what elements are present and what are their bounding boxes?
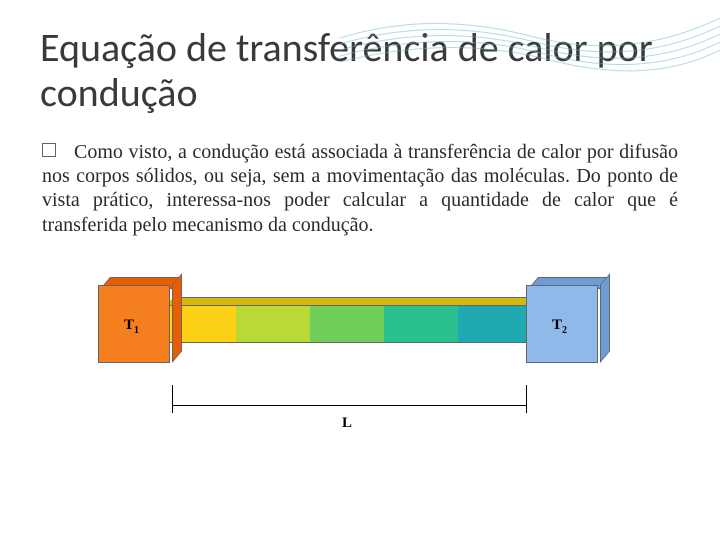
- right-block-side: [600, 273, 610, 363]
- bar-seg-2: [236, 305, 310, 343]
- dim-line: [172, 405, 526, 406]
- bar-seg-5: [458, 305, 532, 343]
- body-paragraph-container: Como visto, a condução está associada à …: [0, 126, 720, 238]
- label-length: L: [342, 415, 352, 432]
- left-block-side: [172, 273, 182, 363]
- conduction-diagram: T1 T2 L: [80, 267, 640, 447]
- bullet-icon: [42, 143, 56, 157]
- bar-seg-4: [384, 305, 458, 343]
- label-t1: T1: [124, 317, 139, 336]
- wave-decoration: [340, 0, 720, 80]
- dim-tick-left: [172, 385, 173, 413]
- dim-tick-right: [526, 385, 527, 413]
- body-paragraph: Como visto, a condução está associada à …: [42, 141, 678, 236]
- bar-seg-3: [310, 305, 384, 343]
- label-t2: T2: [552, 317, 567, 336]
